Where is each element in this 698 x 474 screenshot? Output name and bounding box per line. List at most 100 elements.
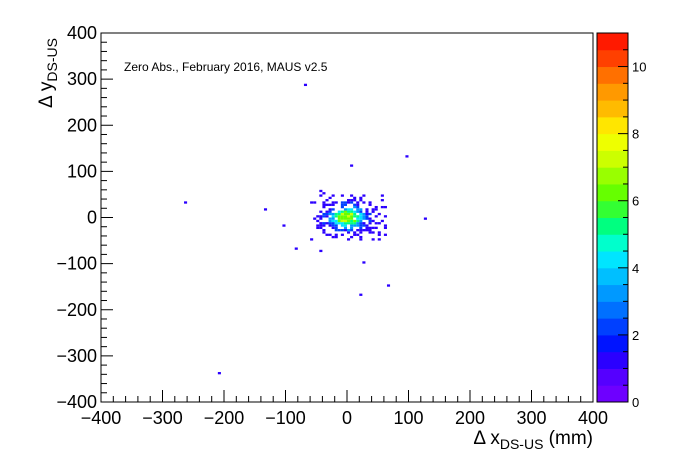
histogram-bin [340, 194, 344, 197]
histogram-bin [331, 235, 335, 239]
histogram-bin [322, 215, 326, 218]
palette-swatch [597, 66, 628, 84]
histogram-bin [322, 212, 326, 216]
histogram-bin [380, 194, 384, 197]
histogram-bin [380, 205, 384, 209]
histogram-bin [359, 212, 363, 216]
histogram-bin [356, 201, 360, 204]
histogram-bin [347, 199, 351, 202]
histogram-bin [319, 210, 323, 213]
histogram-bin [371, 226, 375, 230]
histogram-bin [368, 212, 372, 216]
histogram-bin [359, 231, 363, 234]
histogram-bin [353, 215, 357, 218]
palette-swatch [597, 49, 628, 68]
histogram-bin [334, 235, 338, 239]
histogram-bin [423, 217, 427, 220]
histogram-bin [365, 212, 369, 216]
y-tick-label: −100 [56, 254, 97, 274]
histogram-bin [350, 229, 354, 232]
histogram-bin [377, 222, 381, 225]
histogram-bin [331, 201, 335, 204]
histogram-bin [340, 203, 344, 206]
histogram-bin [334, 233, 338, 236]
histogram-bin [340, 217, 344, 220]
histogram-bin [359, 196, 363, 200]
palette-swatch [597, 217, 628, 235]
histogram-bin [347, 208, 351, 211]
histogram-bin [322, 224, 326, 227]
histogram-bin [356, 210, 360, 213]
histogram-bin [353, 212, 357, 216]
histogram-bin [337, 217, 341, 220]
histogram-bin [362, 201, 366, 204]
histogram-bin [374, 226, 378, 230]
histogram-bin [340, 201, 344, 204]
histogram-bin [322, 201, 326, 204]
histogram-bin [347, 217, 351, 220]
histogram-bin [322, 231, 326, 234]
histogram-bin [319, 189, 323, 193]
histogram-bin [331, 224, 335, 227]
y-tick-label: 300 [67, 69, 97, 89]
histogram-bin [368, 203, 372, 206]
palette-swatch [597, 318, 628, 336]
histogram-bin [371, 231, 375, 234]
histogram-bin [325, 215, 329, 218]
histogram-bin [334, 226, 338, 230]
histogram-bin [325, 212, 329, 216]
y-tick-label: 400 [67, 23, 97, 43]
histogram-bin [368, 222, 372, 225]
x-tick-label: −200 [204, 408, 245, 428]
palette-swatch [597, 116, 628, 135]
histogram-bins [184, 83, 427, 375]
histogram-bin [340, 212, 344, 216]
histogram-bin [350, 210, 354, 213]
palette-swatch [597, 284, 628, 302]
histogram-bin [350, 226, 354, 230]
histogram-bin [184, 201, 188, 204]
x-axis-title: Δ xDS-US (mm) [473, 428, 593, 452]
histogram-bin [353, 199, 357, 202]
histogram-bin [347, 222, 351, 225]
histogram-bin [340, 219, 344, 223]
histogram-bin [316, 215, 320, 218]
histogram-bin [319, 224, 323, 227]
histogram-bin [347, 210, 351, 213]
histogram-bin [322, 205, 326, 209]
histogram-bin [359, 222, 363, 225]
histogram-bin [334, 229, 338, 232]
histogram-bin [319, 249, 323, 253]
histogram-bin [386, 284, 391, 287]
histogram-bin [350, 201, 354, 204]
histogram-bin [365, 226, 369, 230]
palette-swatch [597, 167, 628, 185]
x-tick-label: 400 [578, 408, 608, 428]
histogram-bin [353, 219, 357, 223]
histogram-bin [365, 224, 369, 227]
histogram-bin [328, 219, 332, 223]
palette-swatch [597, 33, 628, 51]
histogram-bin [356, 208, 360, 211]
histogram-bin [347, 201, 351, 204]
y-tick-label: −300 [56, 346, 97, 366]
histogram-bin [310, 201, 314, 204]
histogram-bin [337, 219, 341, 223]
histogram-bin [359, 210, 363, 213]
histogram-bin [368, 201, 372, 204]
histogram-bin [374, 215, 378, 218]
y-tick-label: 200 [67, 115, 97, 135]
histogram-bin [322, 222, 326, 225]
histogram-bin [328, 224, 332, 227]
palette-swatch [597, 301, 628, 319]
histogram-bin [325, 233, 329, 236]
histogram-bin [347, 212, 351, 216]
histogram-bin [340, 205, 344, 209]
histogram-bin [334, 222, 338, 225]
histogram-bin [353, 203, 357, 206]
histogram-bin [359, 229, 363, 232]
histogram-bin [359, 226, 363, 230]
histogram-bin [374, 208, 378, 211]
x-axis-title-subscript: DS-US [500, 436, 544, 452]
